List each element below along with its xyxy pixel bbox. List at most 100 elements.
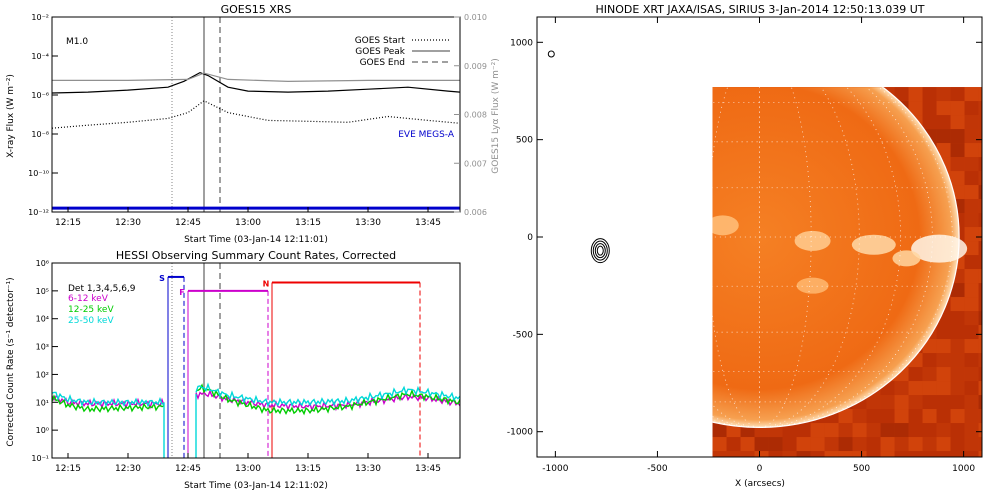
hessi-y-tick-label: 10⁴ (36, 315, 49, 324)
xrt-background-block (978, 381, 982, 396)
active-region (796, 277, 829, 294)
xrt-background-block (908, 395, 923, 410)
xrt-background-block (978, 129, 982, 144)
xrt-background-block (852, 451, 867, 457)
xrt-background-block (978, 171, 982, 186)
xrt-image-panel: HINODE XRT JAXA/ISAS, SIRIUS 3-Jan-2014 … (507, 3, 983, 489)
xrt-background-block (978, 311, 982, 326)
xrt-background-block (922, 409, 937, 424)
xrt-background-block (838, 409, 853, 424)
goes-x-tick-label: 12:30 (115, 218, 141, 228)
xrt-background-block (908, 367, 923, 382)
xrt-background-block (964, 227, 979, 242)
xrt-background-block (768, 437, 783, 452)
goes-x-tick-label: 12:15 (55, 218, 81, 228)
xrt-background-block (964, 171, 979, 186)
xrt-background-block (894, 381, 909, 396)
xrt-background-block (908, 381, 923, 396)
xrt-background-block (936, 409, 951, 424)
goes-x-axis-label: Start Time (03-Jan-14 12:11:01) (184, 235, 328, 245)
goes-xrs-chart: GOES15 XRS 12:15 12:30 12:45 13:00 13:15 13:3… (6, 3, 501, 245)
xrt-y-tick-label: 0 (527, 233, 533, 243)
goes-legend-label: GOES End (360, 58, 405, 68)
xrt-background-block (978, 423, 982, 438)
xrt-background-block (964, 157, 979, 172)
hessi-contour (596, 245, 604, 256)
xrt-background-block (950, 115, 965, 130)
goes-y-tick-label: 10⁻⁴ (31, 52, 49, 61)
goes-x-tick-label: 13:30 (355, 218, 381, 228)
xrt-background-block (950, 171, 965, 186)
xrt-background-block (922, 115, 937, 130)
xrt-background-block (936, 437, 951, 452)
xrt-background-block (978, 115, 982, 130)
xrt-background-block (754, 437, 769, 452)
xrt-x-tick-label: -1000 (542, 464, 568, 474)
xrt-background-block (950, 409, 965, 424)
xrt-background-block (964, 297, 979, 312)
xrt-background-block (964, 255, 979, 270)
xrt-background-block (866, 451, 881, 457)
hessi-legend: Det 1,3,4,5,6,9 6-12 keV 12-25 keV 25-50… (68, 284, 136, 326)
xrt-background-block (950, 381, 965, 396)
xrt-background-block (936, 101, 951, 116)
xrt-background-block (950, 311, 965, 326)
xrt-background-block (964, 129, 979, 144)
xrt-background-block (922, 101, 937, 116)
xrt-background-block (964, 283, 979, 298)
xrt-background-block (796, 451, 811, 457)
hessi-chart: HESSI Observing Summary Count Rates, Cor… (6, 249, 461, 491)
xrt-background-block (866, 437, 881, 452)
xrt-x-axis-label: X (arcsecs) (735, 479, 785, 489)
xrt-background-block (950, 101, 965, 116)
xrt-background-block (950, 353, 965, 368)
xrt-background-block (936, 87, 951, 102)
xrt-background-block (978, 451, 982, 457)
xrt-y-tick-label: -500 (513, 330, 534, 340)
xrt-background-block (880, 395, 895, 410)
xrt-background-block (824, 437, 839, 452)
xrt-background-block (950, 325, 965, 340)
xrt-background-block (936, 367, 951, 382)
xrt-background-block (866, 395, 881, 410)
xrt-background-block (866, 423, 881, 438)
xrt-background-block (824, 423, 839, 438)
xrt-background-block (964, 101, 979, 116)
xrt-background-block (908, 451, 923, 457)
xrt-background-block (782, 437, 797, 452)
small-marker (547, 50, 555, 58)
xrt-background-block (936, 353, 951, 368)
grid-longitude (759, 87, 933, 428)
hessi-contour (592, 240, 608, 261)
xrt-background-block (908, 87, 923, 102)
goes-y2-axis-label: GOES15 Lyα Flux (W m⁻²) (491, 58, 501, 174)
xrt-y-tick-label: -1000 (507, 428, 533, 438)
xrt-x-tick-label: -500 (647, 464, 668, 474)
xrt-background-block (964, 311, 979, 326)
xrt-background-block (978, 227, 982, 242)
hessi-y-tick-label: 10³ (36, 343, 49, 352)
hessi-y-tick-label: 10¹ (36, 398, 49, 407)
xrt-background-block (936, 129, 951, 144)
goes-y-tick-label: 10⁻¹⁰ (28, 169, 49, 178)
xrt-background-block (768, 451, 783, 457)
xrt-background-block (852, 423, 867, 438)
xrt-background-block (796, 423, 811, 438)
hessi-chart-title: HESSI Observing Summary Count Rates, Cor… (116, 249, 396, 262)
xrt-background-block (964, 339, 979, 354)
hessi-x-tick-label: 12:30 (115, 464, 141, 474)
xrt-background-block (978, 87, 982, 102)
hessi-y-tick-label: 10² (36, 370, 49, 379)
xrt-background-block (782, 451, 797, 457)
goes-y-tick-label: 10⁻⁸ (31, 130, 49, 139)
goes-y2-tick-label: 0.008 (464, 111, 487, 120)
xrt-background-block (936, 339, 951, 354)
xrt-title: HINODE XRT JAXA/ISAS, SIRIUS 3-Jan-2014 … (596, 3, 925, 16)
active-region (712, 215, 739, 236)
xrt-background-block (964, 409, 979, 424)
xrt-background-block (978, 199, 982, 214)
xrt-background-block (726, 451, 741, 457)
hessi-x-tick-label: 12:15 (55, 464, 81, 474)
xrt-background-block (978, 185, 982, 200)
